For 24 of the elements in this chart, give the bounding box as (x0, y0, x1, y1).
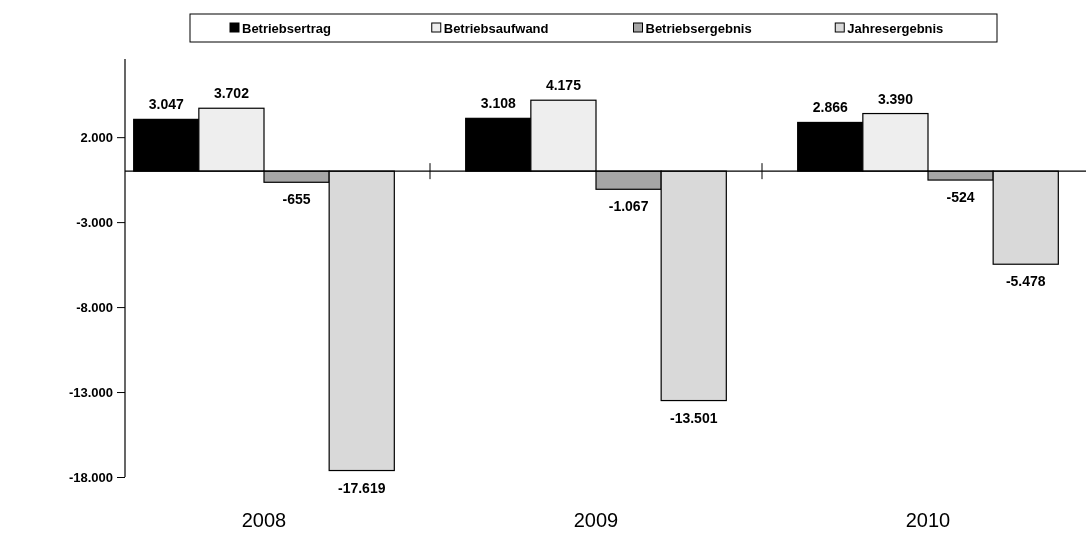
data-label: 3.108 (480, 95, 516, 112)
data-label: 3.390 (877, 90, 914, 107)
legend-label: Betriebsergebnis (645, 21, 752, 36)
data-label: -655 (282, 191, 311, 208)
y-tick-label: 2.000 (80, 129, 113, 145)
data-label: 3.047 (148, 96, 184, 113)
data-label: -13.501 (669, 409, 718, 426)
y-tick-label: -18.000 (68, 469, 113, 485)
y-tick-label: -13.000 (68, 384, 113, 400)
data-label: -524 (946, 189, 975, 206)
x-tick-label: 2009 (573, 509, 619, 531)
data-label: 2.866 (812, 99, 848, 116)
data-label: -17.619 (337, 479, 386, 496)
data-label: -1.067 (608, 198, 649, 215)
y-tick-label: -8.000 (76, 299, 113, 315)
data-label: 4.175 (545, 77, 582, 94)
legend-label: Betriebsertrag (242, 21, 331, 36)
y-tick-label: -3.000 (76, 214, 113, 230)
x-tick-label: 2010 (905, 509, 951, 531)
x-tick-label: 2008 (241, 509, 287, 531)
data-label: 3.702 (213, 85, 250, 102)
legend-label: Betriebsaufwand (443, 21, 549, 36)
legend-label: Jahresergebnis (847, 21, 944, 36)
data-label: -5.478 (1005, 273, 1046, 290)
